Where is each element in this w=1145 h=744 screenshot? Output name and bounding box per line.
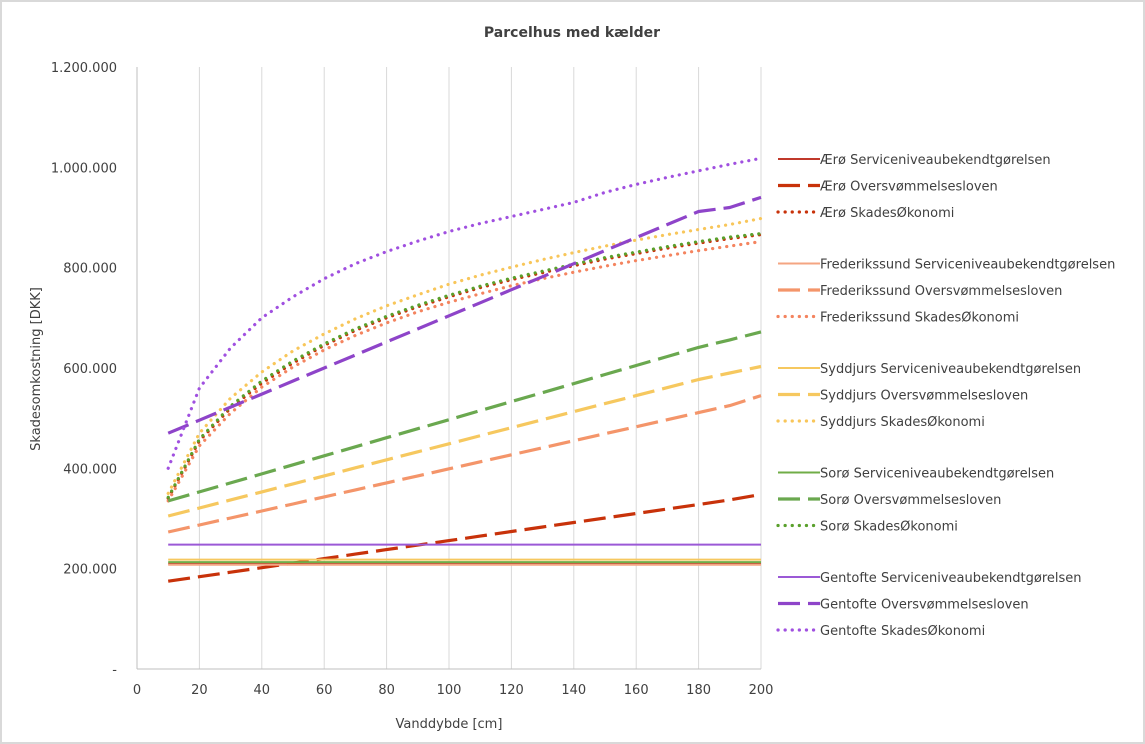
legend-label-6: Syddjurs Serviceniveaubekendtgørelsen	[820, 362, 1081, 377]
series-line-14	[168, 158, 761, 468]
x-tick-label: 200	[749, 683, 774, 698]
legend: Ærø Serviceniveaubekendtgørelsen Ærø Over…	[778, 153, 1115, 639]
series-line-5	[168, 242, 761, 501]
x-tick-label: 100	[437, 683, 462, 698]
legend-label-13: Gentofte Oversvømmelsesloven	[820, 598, 1029, 613]
x-tick-label: 40	[254, 683, 271, 698]
x-tick-label: 60	[316, 683, 333, 698]
x-tick-label: 160	[624, 683, 649, 698]
x-tick-label: 0	[133, 683, 141, 698]
series-line-7	[168, 367, 761, 517]
x-tick-label: 120	[499, 683, 524, 698]
legend-label-0: Ærø Serviceniveaubekendtgørelsen	[820, 153, 1051, 168]
x-axis-label: Vanddybde [cm]	[396, 717, 503, 732]
legend-label-12: Gentofte Serviceniveaubekendtgørelsen	[820, 571, 1082, 586]
series-line-13	[168, 197, 761, 433]
legend-label-4: Frederikssund Oversvømmelsesloven	[820, 284, 1062, 299]
series-layer	[168, 158, 761, 581]
y-tick-label: 1.000.000	[51, 161, 117, 176]
x-tick-label: 80	[378, 683, 395, 698]
legend-label-11: Sorø SkadesØkonomi	[820, 520, 958, 535]
legend-label-3: Frederikssund Serviceniveaubekendtgørels…	[820, 258, 1115, 273]
y-axis-label: Skadesomkostning [DKK]	[29, 287, 44, 451]
ticks: 0 20 40 60 80 100 120 140 160 180 200 - 200.000 400.0…	[51, 61, 774, 698]
series-line-11	[168, 234, 761, 498]
x-tick-label: 180	[686, 683, 711, 698]
legend-label-7: Syddjurs Oversvømmelsesloven	[820, 389, 1028, 404]
y-tick-label: 1.200.000	[51, 61, 117, 76]
x-tick-label: 20	[191, 683, 208, 698]
y-tick-label: 800.000	[63, 262, 117, 277]
x-tick-label: 140	[561, 683, 586, 698]
y-tick-label: 200.000	[63, 563, 117, 578]
legend-label-1: Ærø Oversvømmelsesloven	[820, 180, 998, 195]
y-tick-label: 400.000	[63, 462, 117, 477]
y-tick-label: 600.000	[63, 362, 117, 377]
legend-label-5: Frederikssund SkadesØkonomi	[820, 311, 1019, 326]
legend-label-10: Sorø Oversvømmelsesloven	[820, 493, 1001, 508]
legend-label-9: Sorø Serviceniveaubekendtgørelsen	[820, 467, 1054, 482]
legend-label-14: Gentofte SkadesØkonomi	[820, 624, 985, 639]
legend-label-2: Ærø SkadesØkonomi	[820, 206, 954, 221]
chart-title: Parcelhus med kælder	[484, 25, 660, 41]
series-line-10	[168, 332, 761, 501]
series-line-2	[168, 235, 761, 499]
series-line-1	[168, 494, 761, 581]
legend-label-8: Syddjurs SkadesØkonomi	[820, 415, 985, 430]
y-tick-label: -	[112, 663, 117, 678]
